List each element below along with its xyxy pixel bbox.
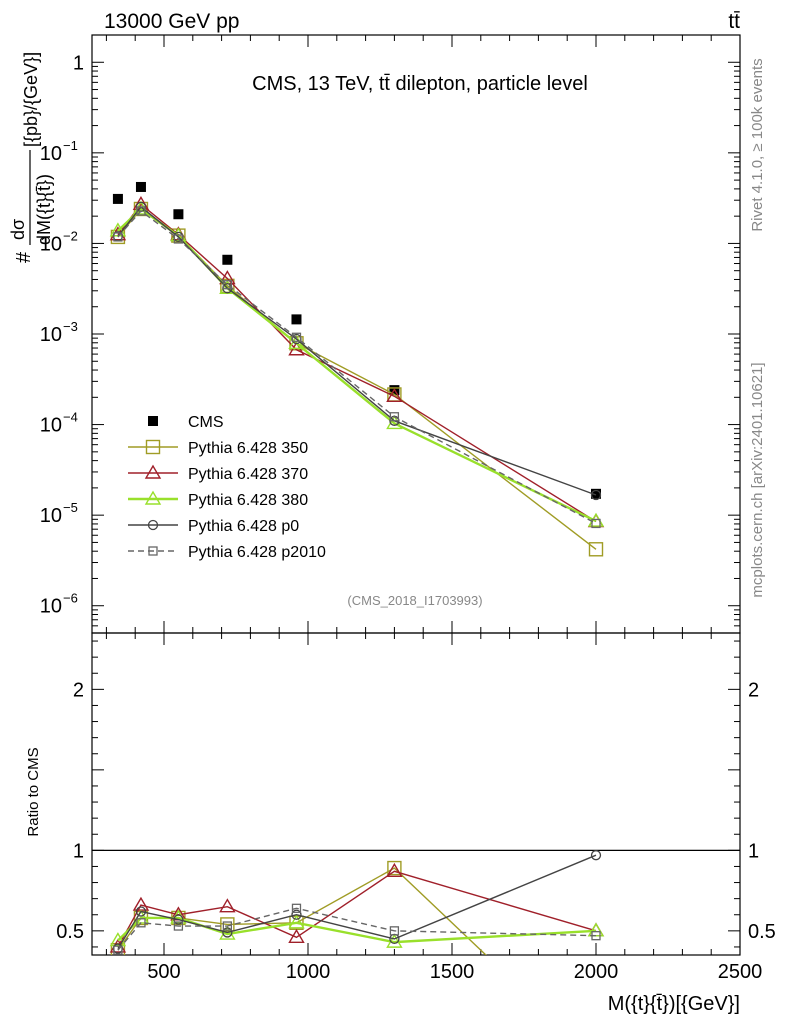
legend: CMS Pythia 6.428 350 Pythia 6.428 370 Pythi… <box>128 414 326 561</box>
ratio-frame <box>91 632 741 956</box>
legend-label: Pythia 6.428 p2010 <box>188 544 326 561</box>
ratio-series-2-point <box>219 925 236 940</box>
series-0-point <box>112 193 123 204</box>
main-ytick-label: 10 <box>40 324 62 346</box>
main-ytick-label: 10 <box>40 143 62 165</box>
series-0-point <box>173 209 184 220</box>
ratio-series-2-line <box>117 916 597 944</box>
ratio-series-1-point <box>132 896 150 911</box>
ratio-series-4-point <box>113 945 123 955</box>
ratio-series-4-point <box>389 926 400 936</box>
legend-marker <box>144 464 162 479</box>
main-ytick-label: 10 <box>40 505 62 527</box>
main-panel: CMS, 13 TeV, tt̄ dilepton, particle leve… <box>40 34 741 634</box>
legend-marker <box>148 546 158 556</box>
series-5-point <box>136 206 146 216</box>
ratio-series-2-point <box>587 922 605 937</box>
ratio-series-4-point <box>173 921 184 931</box>
ratio-series-0-line <box>117 867 487 955</box>
legend-marker <box>145 439 161 455</box>
series-4-point <box>590 489 602 501</box>
ratio-series-3-point <box>590 850 602 861</box>
ratio-xtick-label: 1000 <box>286 961 331 983</box>
rivet-label: Rivet 4.1.0, ≥ 100k events <box>749 58 766 231</box>
series-5-line <box>117 210 597 525</box>
legend-label: Pythia 6.428 350 <box>188 440 308 457</box>
series-5-point <box>113 232 123 242</box>
ratio-ytick-label-right: 1 <box>748 840 759 862</box>
ratio-series-1-point <box>288 928 305 943</box>
ylabel-numerator: dσ <box>8 219 28 240</box>
legend-label: Pythia 6.428 370 <box>188 466 308 483</box>
ylabel-unit: [{pb}/{GeV}] <box>21 52 41 147</box>
series-0-point <box>591 488 601 499</box>
series-5-point <box>591 518 601 529</box>
ratio-series-2-point <box>288 914 305 929</box>
main-ytick-label: 10 <box>40 596 62 618</box>
main-ytick-label-exponent: −1 <box>63 138 78 153</box>
legend-label: CMS <box>188 414 224 431</box>
main-ytick-label-exponent: −3 <box>63 319 78 334</box>
ratio-ylabel: Ratio to CMS <box>25 747 42 836</box>
main-ytick-label-exponent: −4 <box>63 410 78 425</box>
series-5-point <box>173 234 184 244</box>
ratio-series-3-point <box>222 927 233 938</box>
series-5-point <box>291 332 302 342</box>
xlabel: M({t}{t̄})[{GeV}] <box>608 993 740 1015</box>
ratio-series-4-point <box>591 931 601 941</box>
ratio-ytick-label: 2 <box>73 679 84 701</box>
main-ytick-label-exponent: −5 <box>63 500 78 515</box>
ratio-panel: 500 1000 1500 2000 2500 0.5 0.5 1 1 2 2 <box>56 632 776 983</box>
legend-marker <box>148 416 158 426</box>
series-2-point <box>386 387 403 403</box>
series-0-point <box>291 314 302 325</box>
process-label: tt̄ <box>728 10 740 33</box>
legend-marker <box>144 490 162 505</box>
main-ytick-label: 10 <box>40 415 62 437</box>
ylabel-denominator: dM({t}{t̄}) <box>34 174 54 245</box>
main-ytick-label: 10 <box>40 233 62 255</box>
ratio-ytick-label-right: 0.5 <box>748 921 776 943</box>
main-ytick-label-exponent: −2 <box>63 228 78 243</box>
ratio-series-3-point <box>291 909 302 920</box>
ratio-series-3-point <box>135 906 147 917</box>
ratio-series-2-point <box>109 932 127 947</box>
main-ylabel: # dσ dM({t}{t̄}) [{pb}/{GeV}] <box>8 52 54 263</box>
ratio-ytick-label: 1 <box>73 840 84 862</box>
ratio-series-1-line <box>117 870 597 948</box>
series-1-point <box>588 542 604 557</box>
ratio-ytick-label: 0.5 <box>56 921 84 943</box>
ratio-xtick-label: 2000 <box>574 961 619 983</box>
series-0-point <box>135 181 146 192</box>
ratio-series-3-point <box>173 914 184 925</box>
ratio-series-0-point <box>387 860 402 876</box>
analysis-watermark: (CMS_2018_I1703993) <box>347 593 482 608</box>
legend-label: Pythia 6.428 380 <box>188 492 308 509</box>
energy-label: 13000 GeV pp <box>104 10 239 33</box>
ratio-series-4-point <box>291 903 302 913</box>
series-0-point <box>222 254 233 265</box>
plot-title: CMS, 13 TeV, tt̄ dilepton, particle leve… <box>252 73 588 95</box>
series-5-point <box>222 280 233 290</box>
ylabel-hash: # <box>13 251 35 263</box>
ratio-xtick-label: 1500 <box>430 961 475 983</box>
legend-label: Pythia 6.428 p0 <box>188 518 299 535</box>
ratio-xtick-label: 500 <box>147 961 180 983</box>
ratio-ytick-label-right: 2 <box>748 679 759 701</box>
series-2-line <box>117 203 597 523</box>
main-ytick-label: 1 <box>73 52 84 74</box>
legend-marker <box>147 519 159 531</box>
ratio-series-3-line <box>117 854 597 949</box>
ratio-series-1-point <box>219 898 236 913</box>
ratio-xtick-label: 2500 <box>718 961 763 983</box>
ratio-series-0-point <box>220 917 235 932</box>
mcplots-label: mcplots.cern.ch [arXiv:2401.10621] <box>749 362 766 597</box>
series-5-point <box>389 412 400 422</box>
main-ytick-label-exponent: −6 <box>63 591 78 606</box>
ratio-series-4-point <box>136 918 146 928</box>
ratio-series-1-point <box>386 862 403 877</box>
ratio-series-4-point <box>222 921 233 931</box>
ratio-series-4-line <box>117 907 597 951</box>
